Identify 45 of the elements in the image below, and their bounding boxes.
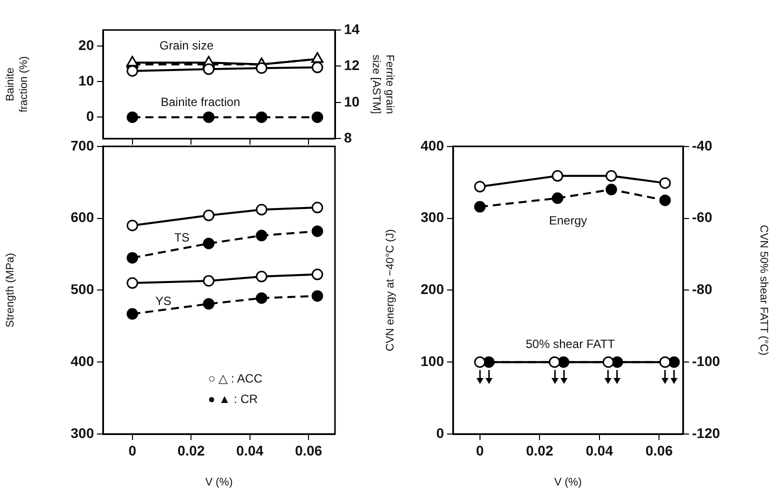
y2-tick-label: -120: [692, 424, 720, 441]
y-tick-label: 0: [436, 424, 444, 441]
x-tick-label: 0.06: [294, 442, 322, 458]
y-axis-title: Strength (MPa): [4, 252, 17, 328]
y2-tick-label: -40: [692, 137, 712, 154]
y-tick-label: 700: [70, 137, 94, 154]
annotation: Grain size: [160, 38, 214, 53]
x-axis-title: V (%): [554, 476, 582, 488]
annotation: YS: [155, 294, 172, 308]
annotation: 50% shear FATT: [526, 337, 616, 352]
y-tick-label: 200: [420, 281, 444, 298]
x-tick-label: 0.04: [586, 442, 614, 458]
x-axis-title: V (%): [205, 476, 233, 488]
y-tick-label: 100: [420, 352, 444, 369]
y-tick-label: 20: [78, 36, 94, 53]
y2-axis-title: Ferrite grain size [ASTM]: [370, 54, 396, 114]
annotation: ○ △ : ACC: [208, 372, 263, 386]
y-axis-title: Bainite fraction (%): [4, 56, 30, 112]
y2-tick-label: -100: [692, 352, 720, 369]
y-tick-label: 400: [70, 352, 94, 369]
annotation: Energy: [548, 213, 588, 228]
y2-axis-title: CVN 50% shear FATT (°C): [757, 224, 770, 356]
y-tick-label: 400: [420, 137, 444, 154]
annotation: Bainite fraction: [160, 95, 240, 110]
y2-tick-label: 14: [344, 20, 360, 37]
x-tick-label: 0.04: [236, 442, 264, 458]
y2-tick-label: 8: [344, 129, 352, 146]
y2-tick-label: -80: [692, 281, 712, 298]
y2-tick-label: -60: [692, 209, 712, 226]
y-tick-label: 300: [70, 424, 94, 441]
x-tick-label: 0.02: [526, 442, 554, 458]
y-tick-label: 0: [86, 108, 94, 124]
x-tick-label: 0.02: [177, 442, 205, 458]
annotation: ● ▲ : CR: [208, 392, 258, 406]
y-tick-label: 600: [70, 209, 94, 226]
x-tick-label: 0.06: [645, 442, 673, 458]
y-tick-label: 10: [78, 72, 94, 88]
y2-tick-label: 12: [344, 57, 360, 74]
x-tick-label: 0: [476, 442, 484, 458]
annotation: TS: [174, 230, 190, 245]
x-tick-label: 0: [128, 442, 136, 458]
y-axis-title: CVN energy at −40°C (J): [384, 229, 397, 352]
y-tick-label: 300: [420, 209, 444, 226]
y-tick-label: 500: [70, 281, 94, 298]
y2-tick-label: 10: [344, 93, 360, 110]
